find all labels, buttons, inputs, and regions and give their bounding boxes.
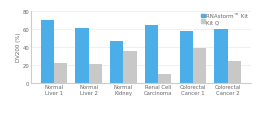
Bar: [193, 49, 206, 83]
Legend: RNAstorm™ Kit, Kit Q: RNAstorm™ Kit, Kit Q: [201, 14, 248, 25]
Bar: [89, 64, 102, 83]
Bar: [145, 26, 158, 83]
Bar: [110, 42, 123, 83]
Bar: [180, 32, 193, 83]
Bar: [76, 28, 89, 83]
Bar: [228, 61, 241, 83]
Bar: [158, 74, 171, 83]
Y-axis label: DV200 (%): DV200 (%): [16, 33, 21, 62]
Bar: [123, 52, 137, 83]
Bar: [215, 29, 228, 83]
Bar: [54, 63, 67, 83]
Bar: [41, 20, 54, 83]
